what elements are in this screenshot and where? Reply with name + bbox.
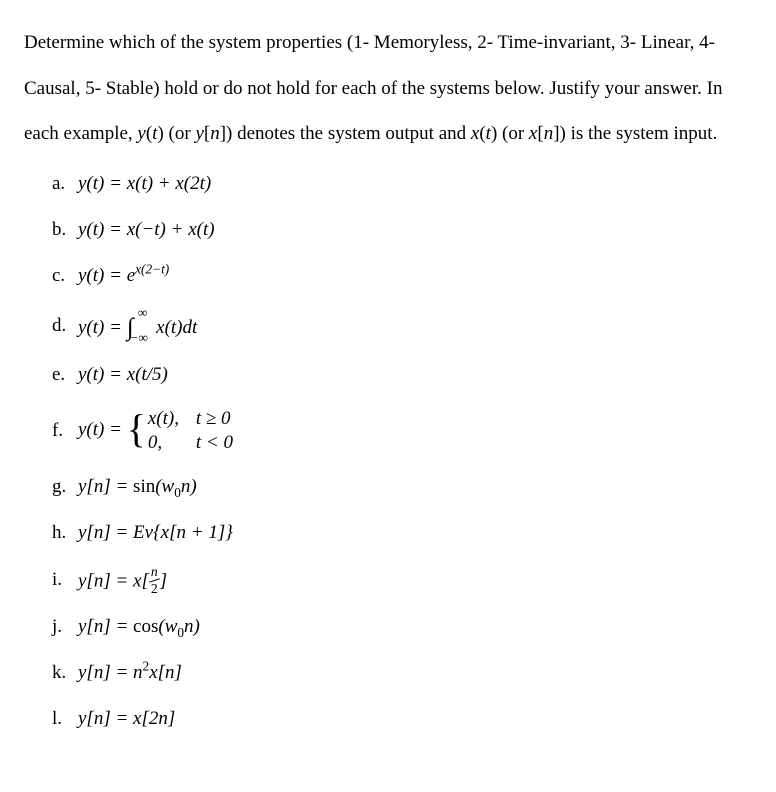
equation-k: y[n] = n2x[n]: [78, 660, 182, 687]
eq-f-prefix: y(t) =: [78, 419, 127, 440]
item-label: e.: [52, 362, 78, 389]
equation-b: y(t) = x(−t) + x(t): [78, 217, 215, 244]
eq-k-tail: x[n]: [149, 662, 182, 683]
case2-right: t < 0: [196, 431, 233, 455]
equation-l: y[n] = x[2n]: [78, 706, 175, 733]
eq-g-prefix: y[n] =: [78, 476, 133, 497]
list-item: d. y(t) = ∫−∞∞ x(t)dt: [52, 309, 752, 344]
piecewise-cases: x(t),t ≥ 0 0,t < 0: [148, 407, 233, 455]
eq-c-exponent: x(2−t): [135, 262, 169, 277]
item-label: a.: [52, 171, 78, 198]
item-label: g.: [52, 474, 78, 501]
equation-f: y(t) = { x(t),t ≥ 0 0,t < 0: [78, 407, 233, 455]
list-item: h. y[n] = Ev{x[n + 1]}: [52, 519, 752, 547]
eq-d-body: x(t)dt: [151, 317, 197, 338]
list-item: j. y[n] = cos(w0n): [52, 614, 752, 642]
left-brace-icon: {: [127, 413, 146, 445]
problem-list: a. y(t) = x(t) + x(2t) b. y(t) = x(−t) +…: [24, 171, 752, 734]
eq-j-prefix: y[n] =: [78, 616, 133, 637]
list-item: b. y(t) = x(−t) + x(t): [52, 217, 752, 245]
eq-c-prefix: y(t) = e: [78, 265, 135, 286]
list-item: f. y(t) = { x(t),t ≥ 0 0,t < 0: [52, 407, 752, 455]
equation-d: y(t) = ∫−∞∞ x(t)dt: [78, 309, 197, 344]
cos-function: cos: [133, 616, 158, 637]
item-label: k.: [52, 660, 78, 687]
eq-d-prefix: y(t) =: [78, 317, 127, 338]
sin-function: sin: [133, 476, 155, 497]
fraction-n-over-2: n2: [149, 565, 160, 596]
frac-den: 2: [149, 582, 160, 596]
equation-e: y(t) = x(t/5): [78, 362, 168, 389]
item-label: f.: [52, 418, 78, 445]
problem-intro: Determine which of the system properties…: [24, 20, 752, 157]
equation-i: y[n] = x[n2]: [78, 565, 167, 596]
eq-k-prefix: y[n] = n: [78, 662, 143, 683]
case1-left: x(t),: [148, 407, 196, 431]
item-label: b.: [52, 217, 78, 244]
equation-j: y[n] = cos(w0n): [78, 614, 200, 641]
equation-h: y[n] = Ev{x[n + 1]}: [78, 520, 233, 547]
item-label: i.: [52, 567, 78, 594]
equation-c: y(t) = ex(2−t): [78, 263, 169, 290]
equation-g: y[n] = sin(w0n): [78, 474, 197, 501]
integral-upper: ∞: [138, 305, 147, 320]
list-item: a. y(t) = x(t) + x(2t): [52, 171, 752, 199]
eq-j-tail: n): [184, 616, 200, 637]
eq-j-arg: (w: [158, 616, 177, 637]
list-item: k. y[n] = n2x[n]: [52, 660, 752, 688]
list-item: g. y[n] = sin(w0n): [52, 473, 752, 501]
item-label: l.: [52, 706, 78, 733]
item-label: j.: [52, 614, 78, 641]
eq-g-arg: (w: [155, 476, 174, 497]
eq-g-tail: n): [181, 476, 197, 497]
integral-lower: −∞: [129, 330, 147, 345]
equation-a: y(t) = x(t) + x(2t): [78, 171, 211, 198]
list-item: c. y(t) = ex(2−t): [52, 263, 752, 291]
case2-left: 0,: [148, 431, 196, 455]
item-label: c.: [52, 263, 78, 290]
list-item: l. y[n] = x[2n]: [52, 706, 752, 734]
eq-i-tail: ]: [160, 570, 167, 591]
eq-g-sub: 0: [174, 484, 181, 499]
list-item: i. y[n] = x[n2]: [52, 565, 752, 596]
case1-right: t ≥ 0: [196, 407, 231, 431]
list-item: e. y(t) = x(t/5): [52, 361, 752, 389]
frac-num: n: [149, 565, 160, 579]
item-label: h.: [52, 520, 78, 547]
eq-i-prefix: y[n] = x[: [78, 570, 149, 591]
item-label: d.: [52, 313, 78, 340]
